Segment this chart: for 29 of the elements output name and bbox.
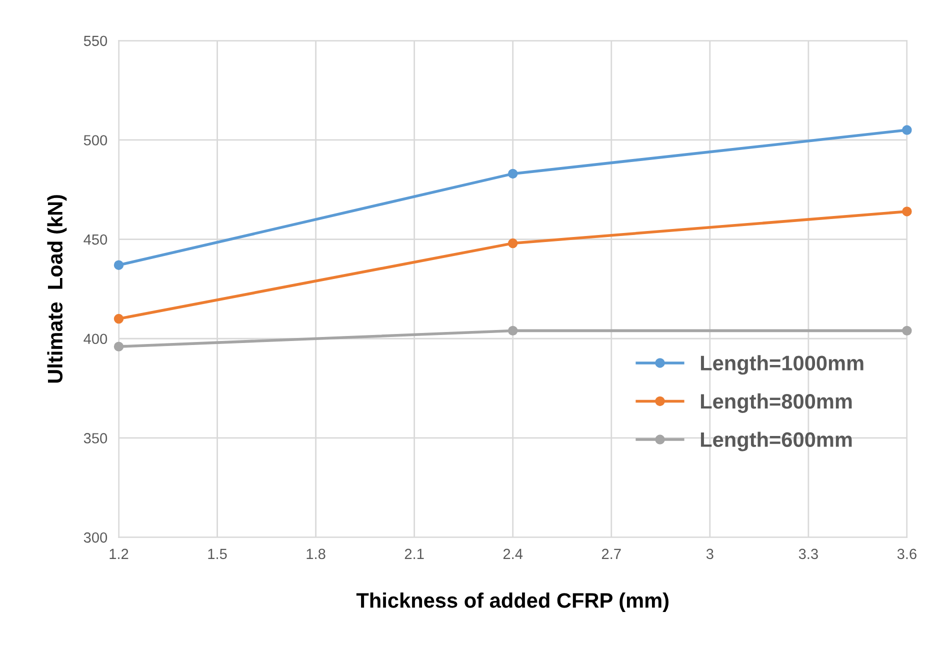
x-tick-label: 2.1	[404, 548, 424, 559]
x-tick-label: 2.7	[602, 548, 621, 559]
x-tick-label: 1.8	[306, 548, 326, 560]
x-tick-label: 1.5	[208, 548, 227, 560]
x-tick-label: 3.6	[897, 548, 916, 560]
y-axis-title: Ultimate Load (kN)	[47, 195, 67, 383]
x-tick-label: 3.3	[798, 548, 818, 560]
y-tick-label: 550	[84, 36, 108, 46]
legend-label: Length=600mm	[700, 432, 852, 452]
point	[508, 168, 518, 179]
point	[902, 125, 912, 135]
point	[902, 206, 912, 216]
y-tick-label: 350	[84, 433, 108, 444]
legend-label: Length=1000mm	[700, 355, 864, 375]
point	[114, 342, 124, 352]
y-tick-label: 450	[84, 234, 108, 245]
point	[114, 260, 124, 270]
point	[508, 326, 518, 336]
y-tick-label: 500	[84, 135, 108, 146]
point	[902, 326, 912, 336]
point	[114, 314, 124, 324]
x-tick-label: 3	[706, 548, 714, 560]
point	[508, 238, 518, 248]
y-tick-label: 400	[84, 334, 108, 344]
x-axis-title: Thickness of added CFRP (mm)	[356, 592, 668, 612]
x-tick-label: 1.2	[110, 548, 128, 559]
y-tick-label: 300	[84, 532, 108, 543]
legend-label: Length=800mm	[700, 393, 852, 413]
x-tick-label: 2.4	[503, 548, 523, 559]
